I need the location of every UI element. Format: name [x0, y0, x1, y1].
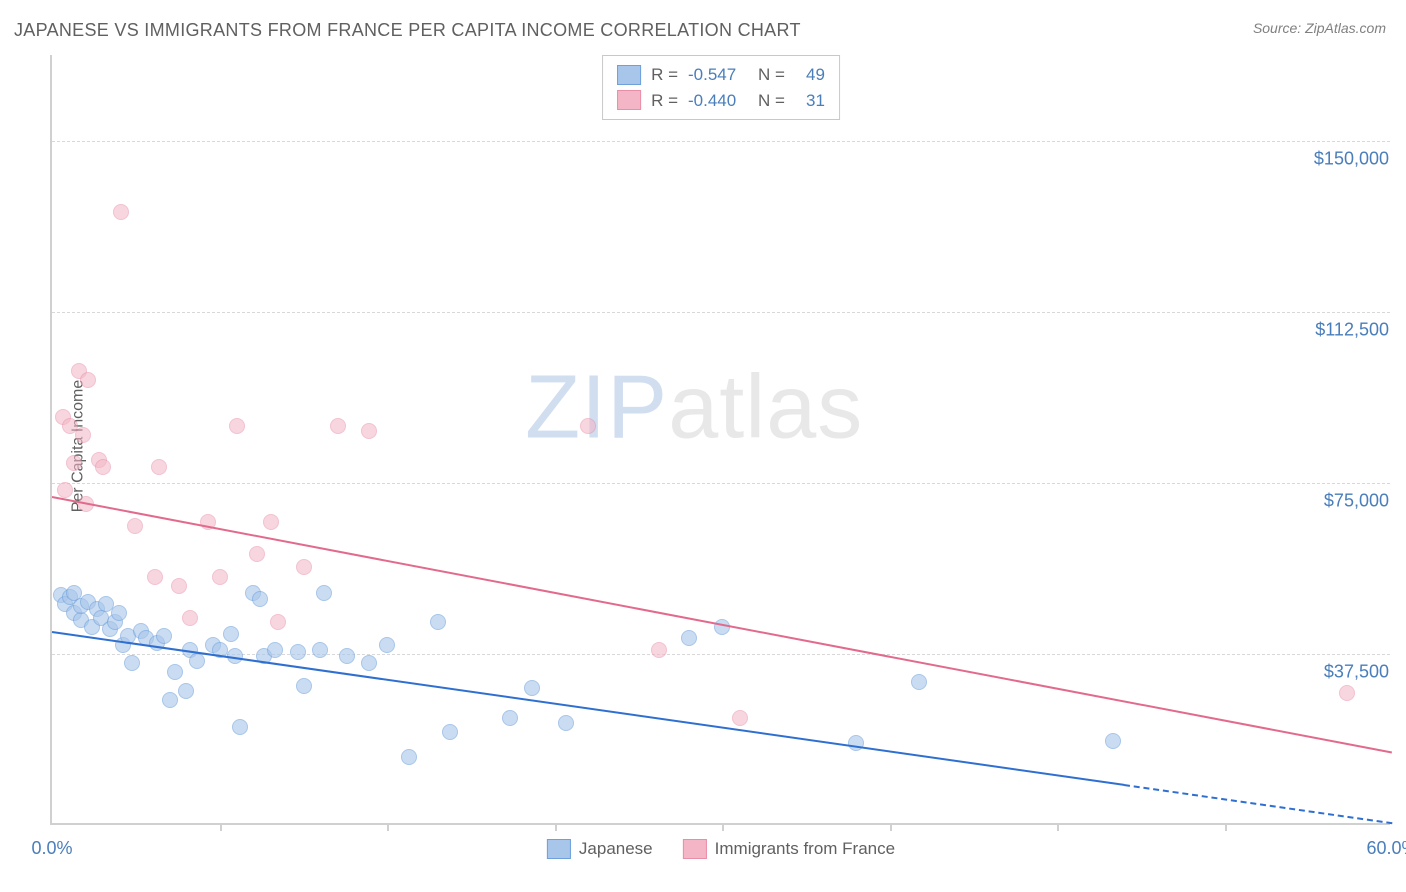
chart-container: JAPANESE VS IMMIGRANTS FROM FRANCE PER C… — [0, 0, 1406, 892]
data-point — [75, 427, 91, 443]
x-tick-label: 0.0% — [31, 838, 72, 859]
x-tick-mark — [890, 823, 892, 831]
data-point — [252, 591, 268, 607]
legend-label: Japanese — [579, 839, 653, 859]
r-label: R = — [651, 88, 678, 114]
plot-area: ZIPatlas $37,500$75,000$112,500$150,0000… — [50, 55, 1390, 825]
x-tick-mark — [387, 823, 389, 831]
x-tick-mark — [1057, 823, 1059, 831]
data-point — [111, 605, 127, 621]
legend-swatch — [617, 65, 641, 85]
legend-item: Immigrants from France — [683, 839, 895, 859]
watermark: ZIPatlas — [525, 357, 863, 460]
data-point — [430, 614, 446, 630]
gridline — [52, 312, 1390, 313]
stats-box: R = -0.547 N = 49 R = -0.440 N = 31 — [602, 55, 840, 120]
data-point — [167, 664, 183, 680]
data-point — [361, 655, 377, 671]
data-point — [732, 710, 748, 726]
data-point — [911, 674, 927, 690]
y-tick-label: $112,500 — [1309, 319, 1395, 340]
trend-line — [1124, 784, 1392, 824]
n-label: N = — [758, 88, 785, 114]
data-point — [296, 678, 312, 694]
trend-line — [52, 496, 1392, 753]
data-point — [223, 626, 239, 642]
data-point — [267, 642, 283, 658]
data-point — [113, 204, 129, 220]
r-label: R = — [651, 62, 678, 88]
data-point — [151, 459, 167, 475]
data-point — [249, 546, 265, 562]
watermark-atlas: atlas — [668, 358, 863, 458]
data-point — [124, 655, 140, 671]
r-value: -0.547 — [688, 62, 748, 88]
data-point — [212, 569, 228, 585]
x-tick-mark — [1225, 823, 1227, 831]
data-point — [580, 418, 596, 434]
data-point — [312, 642, 328, 658]
n-value: 49 — [795, 62, 825, 88]
data-point — [339, 648, 355, 664]
data-point — [1339, 685, 1355, 701]
data-point — [442, 724, 458, 740]
legend-swatch — [683, 839, 707, 859]
data-point — [316, 585, 332, 601]
gridline — [52, 141, 1390, 142]
source-label: Source: ZipAtlas.com — [1253, 20, 1386, 36]
data-point — [681, 630, 697, 646]
data-point — [651, 642, 667, 658]
data-point — [296, 559, 312, 575]
x-tick-mark — [220, 823, 222, 831]
data-point — [162, 692, 178, 708]
data-point — [178, 683, 194, 699]
data-point — [127, 518, 143, 534]
r-value: -0.440 — [688, 88, 748, 114]
gridline — [52, 654, 1390, 655]
data-point — [502, 710, 518, 726]
legend-item: Japanese — [547, 839, 653, 859]
data-point — [361, 423, 377, 439]
legend-swatch — [547, 839, 571, 859]
data-point — [270, 614, 286, 630]
x-tick-mark — [555, 823, 557, 831]
data-point — [263, 514, 279, 530]
data-point — [80, 372, 96, 388]
x-tick-label: 60.0% — [1366, 838, 1406, 859]
data-point — [147, 569, 163, 585]
data-point — [189, 653, 205, 669]
data-point — [558, 715, 574, 731]
legend-label: Immigrants from France — [715, 839, 895, 859]
data-point — [229, 418, 245, 434]
y-tick-label: $150,000 — [1308, 148, 1395, 169]
data-point — [57, 482, 73, 498]
data-point — [379, 637, 395, 653]
chart-title: JAPANESE VS IMMIGRANTS FROM FRANCE PER C… — [14, 20, 801, 41]
n-label: N = — [758, 62, 785, 88]
data-point — [330, 418, 346, 434]
watermark-zip: ZIP — [525, 358, 668, 458]
legend: Japanese Immigrants from France — [547, 839, 895, 859]
gridline — [52, 483, 1390, 484]
data-point — [156, 628, 172, 644]
data-point — [182, 610, 198, 626]
data-point — [232, 719, 248, 735]
n-value: 31 — [795, 88, 825, 114]
data-point — [1105, 733, 1121, 749]
data-point — [290, 644, 306, 660]
legend-swatch — [617, 90, 641, 110]
data-point — [401, 749, 417, 765]
data-point — [524, 680, 540, 696]
stats-row: R = -0.440 N = 31 — [617, 88, 825, 114]
data-point — [66, 455, 82, 471]
data-point — [95, 459, 111, 475]
y-tick-label: $37,500 — [1318, 661, 1395, 682]
y-tick-label: $75,000 — [1318, 490, 1395, 511]
x-tick-mark — [722, 823, 724, 831]
stats-row: R = -0.547 N = 49 — [617, 62, 825, 88]
data-point — [848, 735, 864, 751]
data-point — [171, 578, 187, 594]
